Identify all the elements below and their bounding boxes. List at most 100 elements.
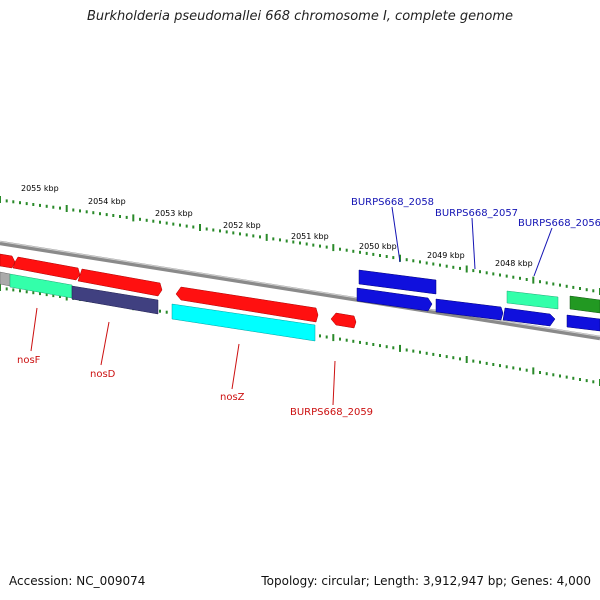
tick-minor [579,378,581,381]
tick-minor [352,249,355,253]
gene-label-BURPS668_2056[interactable]: BURPS668_2056 [518,218,600,229]
tick-minor [165,221,168,225]
tick-minor [19,201,21,205]
leader-line-nosZ [231,343,240,390]
tick-major [399,344,401,352]
tick-minor [12,200,15,204]
tick-major [532,367,535,375]
tick-minor [285,239,288,243]
tick-minor [539,280,541,284]
tick-minor [52,294,55,298]
tick-minor [425,261,428,265]
tick-minor [72,208,75,212]
tick-minor [125,215,128,219]
tick-minor [159,309,161,313]
tick-minor [419,350,421,354]
tick-minor [519,276,521,280]
gene-nosD[interactable] [71,285,159,315]
tick-minor [405,348,408,352]
tick-major [532,276,535,284]
tick-minor [359,250,361,254]
tick-minor [385,345,388,349]
tick-minor [425,351,428,355]
gene-arrow-red[interactable] [175,286,319,323]
gene-BURPS668_2057[interactable] [435,298,504,321]
tick-minor [405,258,408,262]
gene-arrow-red[interactable] [77,268,163,297]
tick-major [399,254,401,262]
gene-BURPS668_2056[interactable] [506,290,559,310]
tick-minor [372,252,375,256]
tick-major [0,196,1,203]
scale-label-2054: 2054 kbp [88,197,126,206]
tick-minor [339,247,341,251]
gene-BURPS668_2058[interactable] [358,269,437,295]
gene-label-nosZ[interactable]: nosZ [220,392,245,403]
tick-minor [25,290,28,294]
gene-arrow-red[interactable] [0,253,16,269]
tick-minor [565,375,568,379]
tick-minor [539,371,541,374]
gene-label-BURPS668_2057[interactable]: BURPS668_2057 [435,208,518,219]
tick-minor [412,349,415,353]
tick-minor [239,232,241,236]
leader-line-BURPS668_2059 [332,360,336,406]
tick-minor [312,243,315,247]
gene-block-green[interactable] [569,295,600,314]
tick-minor [439,263,441,267]
tick-minor [392,346,395,350]
tick-minor [499,364,501,368]
tick-minor [372,343,375,346]
gene-label-BURPS668_2059[interactable]: BURPS668_2059 [290,407,373,418]
gene-label-nosD[interactable]: nosD [90,369,116,380]
tick-minor [352,339,355,343]
tick-minor [459,357,461,361]
tick-minor [232,231,235,235]
leader-line-BURPS668_2058 [391,206,401,263]
scale-label-2051: 2051 kbp [291,232,329,241]
gene-arrow-red[interactable] [12,256,81,281]
tick-minor [545,372,548,376]
tick-minor [305,242,308,246]
scale-label-2048: 2048 kbp [495,259,533,268]
tick-minor [525,368,528,372]
tick-minor [105,213,108,217]
gene-block-blue[interactable] [356,287,433,312]
scale-label-2049: 2049 kbp [427,251,465,260]
tick-minor [32,203,35,206]
tick-minor [145,218,148,222]
tick-minor [172,222,175,226]
tick-minor [479,360,481,364]
gene-label-BURPS668_2058[interactable]: BURPS668_2058 [351,197,434,208]
tick-major [465,356,468,363]
gene-nosZ[interactable] [171,303,316,342]
tick-minor [392,256,395,260]
tick-major [0,284,1,291]
tick-minor [552,373,555,377]
gene-label-nosF[interactable]: nosF [17,355,41,366]
tick-minor [12,288,15,292]
gene-block-gray[interactable] [0,271,11,287]
tick-minor [432,262,435,266]
tick-minor [379,344,381,348]
gene-arrow-red[interactable] [330,312,357,329]
tick-minor [152,219,155,223]
chromosome-backbone-highlight [0,241,600,337]
tick-minor [459,266,461,270]
tick-minor [505,365,508,369]
tick-minor [179,223,181,227]
tick-minor [5,287,8,291]
tick-minor [279,238,281,242]
tick-minor [345,248,348,252]
gene-block-blue[interactable] [566,314,600,332]
tick-minor [45,293,48,297]
gene-block-blue[interactable] [502,307,556,327]
tick-minor [212,228,215,232]
chromosome-backbone [0,240,600,341]
tick-minor [192,225,195,229]
genome-stats-text: Topology: circular; Length: 3,912,947 bp… [261,574,591,588]
tick-minor [52,205,55,209]
tick-minor [39,292,41,296]
accession-text: Accession: NC_009074 [9,574,146,588]
